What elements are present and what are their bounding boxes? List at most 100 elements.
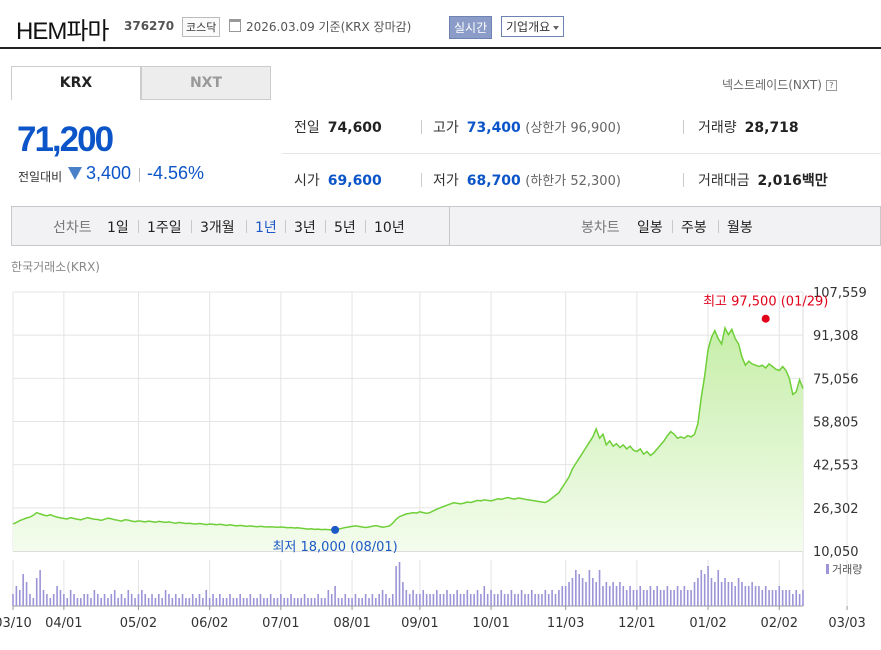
volume-bar (581, 578, 584, 606)
volume-bar (15, 586, 18, 606)
volume-bar (547, 594, 550, 606)
volume-bar (32, 598, 35, 606)
volume-bar (714, 582, 716, 606)
nextrade-link-label: 넥스트레이드(NXT) (722, 78, 822, 92)
low-marker (331, 525, 340, 534)
volume-bar (459, 594, 462, 606)
volume-bar (761, 590, 764, 606)
x-tick-label: 12/01 (618, 616, 655, 631)
y-tick-label: 10,050 (813, 545, 859, 560)
volume-bar (232, 598, 235, 606)
period-separator (718, 220, 719, 233)
volume-bar (412, 590, 414, 606)
candle-monthly[interactable]: 월봉 (727, 220, 753, 236)
volume-bar (717, 570, 720, 606)
volume-bar (249, 594, 252, 606)
volume-bar (185, 598, 187, 606)
volume-bar (120, 594, 123, 606)
volume-bar (663, 590, 665, 606)
volume-bar (161, 598, 163, 606)
volume-bar (500, 590, 503, 606)
volume-bar (615, 586, 618, 606)
company-info-label: 기업개요 (506, 20, 551, 34)
volume-bar (561, 586, 564, 606)
volume-bar (507, 594, 509, 606)
volume-bar (595, 582, 597, 606)
candle-weekly[interactable]: 주봉 (681, 220, 707, 236)
volume-bar (490, 590, 492, 606)
volume-bar (754, 586, 757, 606)
volume-bar (297, 598, 299, 606)
volume-bar (181, 594, 184, 606)
period-bar: 선차트 1일 1주일 3개월 1년 3년 5년 10년 봉차트 일봉 주봉 월봉 (11, 206, 881, 246)
volume-bar (486, 594, 489, 606)
stat-value: 28,718 (744, 120, 799, 136)
volume-bar (510, 590, 513, 606)
stat-value: 68,700 (466, 173, 521, 189)
x-tick-label: 01/02 (689, 616, 726, 631)
volume-bar (178, 598, 180, 606)
volume-bar (127, 590, 130, 606)
volume-bar (710, 578, 713, 606)
tab-nxt[interactable]: NXT (141, 66, 271, 100)
volume-bar (113, 590, 116, 606)
volume-bar (235, 598, 238, 606)
volume-bar (432, 594, 435, 606)
candle-daily[interactable]: 일봉 (637, 220, 663, 236)
volume-bar (771, 590, 774, 606)
upper-limit-label: 상한가 (530, 121, 567, 136)
volume-bar (110, 594, 113, 606)
x-tick-label: 04/01 (45, 616, 82, 631)
volume-bar (446, 590, 448, 606)
volume-bar (225, 598, 228, 606)
period-1y[interactable]: 1년 (255, 220, 277, 236)
volume-bar (374, 598, 377, 606)
stat-label: 저가 (433, 173, 459, 189)
volume-bar (690, 590, 692, 606)
down-arrow-icon (68, 167, 82, 180)
volume-bar (103, 594, 106, 606)
y-tick-label: 107,559 (813, 286, 867, 301)
period-1w[interactable]: 1주일 (147, 220, 182, 236)
volume-bar (293, 598, 296, 606)
company-info-dropdown[interactable]: 기업개요 (501, 16, 565, 37)
low-label: 최저 18,000 (08/01) (272, 540, 397, 555)
volume-bar (18, 590, 21, 606)
stat-separator (683, 120, 684, 134)
help-icon[interactable]: ? (825, 80, 837, 91)
change-percent: -4.56% (147, 163, 205, 183)
period-5y[interactable]: 5년 (334, 220, 356, 236)
period-3m[interactable]: 3개월 (200, 220, 235, 236)
volume-bar (768, 590, 770, 606)
volume-bar (530, 590, 533, 606)
stats-row-divider (282, 153, 881, 154)
chart-source: 한국거래소(KRX) (11, 260, 100, 274)
volume-bar (636, 590, 638, 606)
nextrade-link[interactable]: 넥스트레이드(NXT)? (722, 76, 837, 93)
volume-bar (269, 594, 272, 606)
volume-bar (436, 590, 438, 606)
volume-bar (398, 562, 401, 606)
period-3y[interactable]: 3년 (294, 220, 316, 236)
volume-bar (395, 566, 397, 606)
x-tick-label: 03/03 (828, 616, 865, 631)
period-10y[interactable]: 10년 (374, 220, 405, 236)
volume-bar (497, 594, 499, 606)
volume-bar (493, 594, 496, 606)
volume-bar (29, 594, 31, 606)
x-tick-label: 06/02 (191, 616, 228, 631)
period-1d[interactable]: 1일 (107, 220, 129, 236)
volume-bar (802, 590, 804, 606)
tab-krx[interactable]: KRX (11, 66, 141, 100)
volume-bar (551, 590, 553, 606)
volume-bar (147, 598, 150, 606)
stat-value: 73,400 (466, 120, 521, 136)
realtime-button[interactable]: 실시간 (449, 16, 493, 39)
stat-value: 2,016 (757, 173, 802, 189)
volume-bar (619, 582, 621, 606)
chevron-down-icon (553, 25, 560, 30)
volume-bar (358, 598, 360, 606)
x-tick-label: 10/01 (472, 616, 509, 631)
volume-bar (286, 598, 289, 606)
volume-bar (517, 594, 519, 606)
